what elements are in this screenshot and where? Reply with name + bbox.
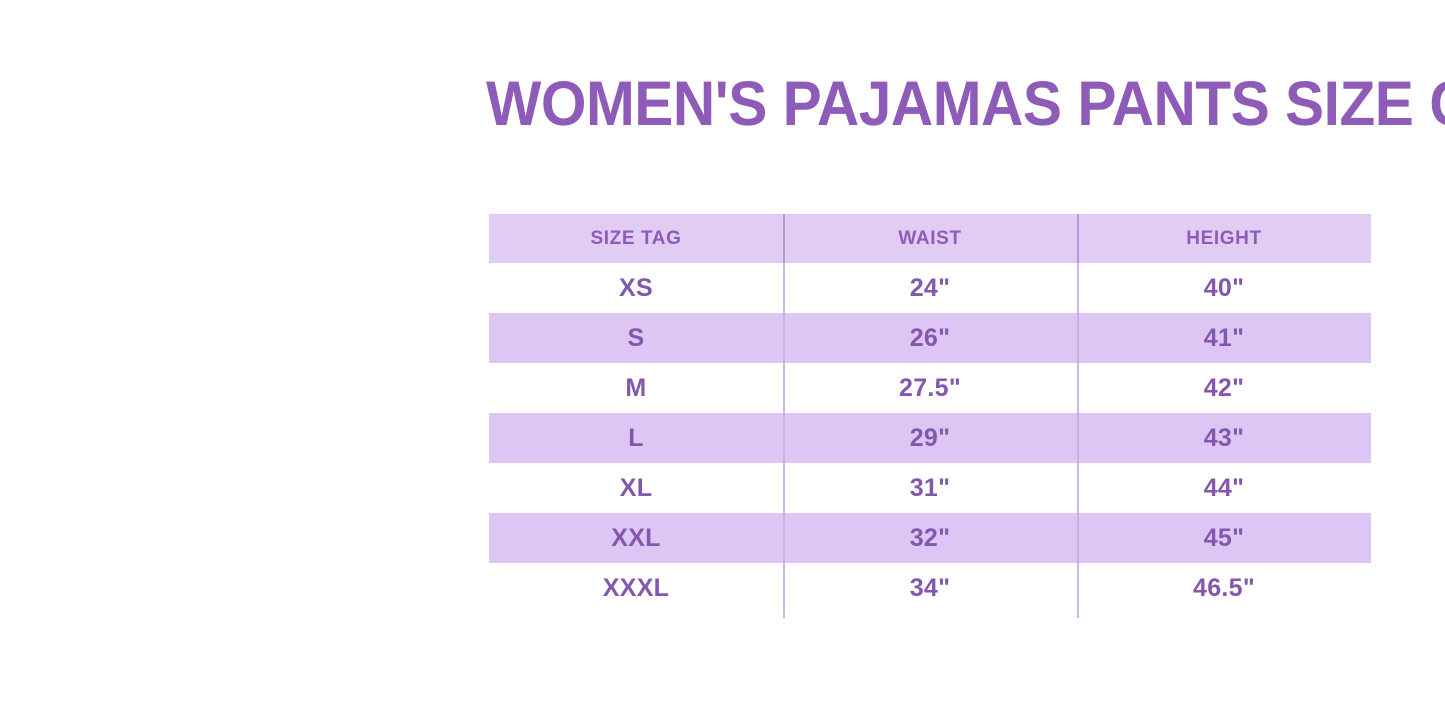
cell-size-tag: XL — [619, 473, 653, 502]
table-row: XL 31" 44" — [489, 463, 1371, 513]
cell-waist: 29" — [909, 423, 951, 452]
column-header-waist: WAIST — [898, 227, 962, 249]
cell-waist: 31" — [909, 473, 951, 502]
cell-size-tag: XS — [619, 273, 653, 302]
table-row: M 27.5" 42" — [489, 363, 1371, 413]
cell-waist: 34" — [909, 573, 951, 602]
cell-height: 46.5" — [1192, 573, 1255, 602]
header-divider-2 — [1077, 214, 1079, 263]
size-chart-table: SIZE TAG WAIST HEIGHT XS 24" 40" S 26" 4… — [489, 214, 1371, 613]
page-title: WOMEN'S PAJAMAS PANTS SIZE CHART — [486, 69, 1445, 139]
column-divider-1 — [783, 214, 785, 618]
cell-size-tag: M — [625, 373, 647, 402]
table-row: XS 24" 40" — [489, 263, 1371, 313]
table-row: S 26" 41" — [489, 313, 1371, 363]
column-header-size-tag: SIZE TAG — [590, 227, 682, 249]
cell-height: 42" — [1203, 373, 1245, 402]
cell-size-tag: S — [627, 323, 645, 352]
cell-size-tag: XXXL — [602, 573, 670, 602]
column-header-height: HEIGHT — [1186, 227, 1262, 249]
cell-height: 43" — [1203, 423, 1245, 452]
header-divider-1 — [783, 214, 785, 263]
cell-waist: 32" — [909, 523, 951, 552]
table-header: SIZE TAG WAIST HEIGHT — [489, 214, 1371, 263]
table-row: XXXL 34" 46.5" — [489, 563, 1371, 613]
table-header-row: SIZE TAG WAIST HEIGHT — [489, 214, 1371, 263]
cell-height: 45" — [1203, 523, 1245, 552]
cell-size-tag: L — [628, 423, 644, 452]
cell-waist: 24" — [909, 273, 951, 302]
cell-waist: 26" — [909, 323, 951, 352]
cell-height: 41" — [1203, 323, 1245, 352]
cell-height: 40" — [1203, 273, 1245, 302]
cell-waist: 27.5" — [898, 373, 961, 402]
table-row: XXL 32" 45" — [489, 513, 1371, 563]
column-divider-2 — [1077, 214, 1079, 618]
cell-height: 44" — [1203, 473, 1245, 502]
cell-size-tag: XXL — [611, 523, 661, 552]
table-row: L 29" 43" — [489, 413, 1371, 463]
table-body: XS 24" 40" S 26" 41" M 27.5" 42" L 29" 4… — [489, 263, 1371, 613]
